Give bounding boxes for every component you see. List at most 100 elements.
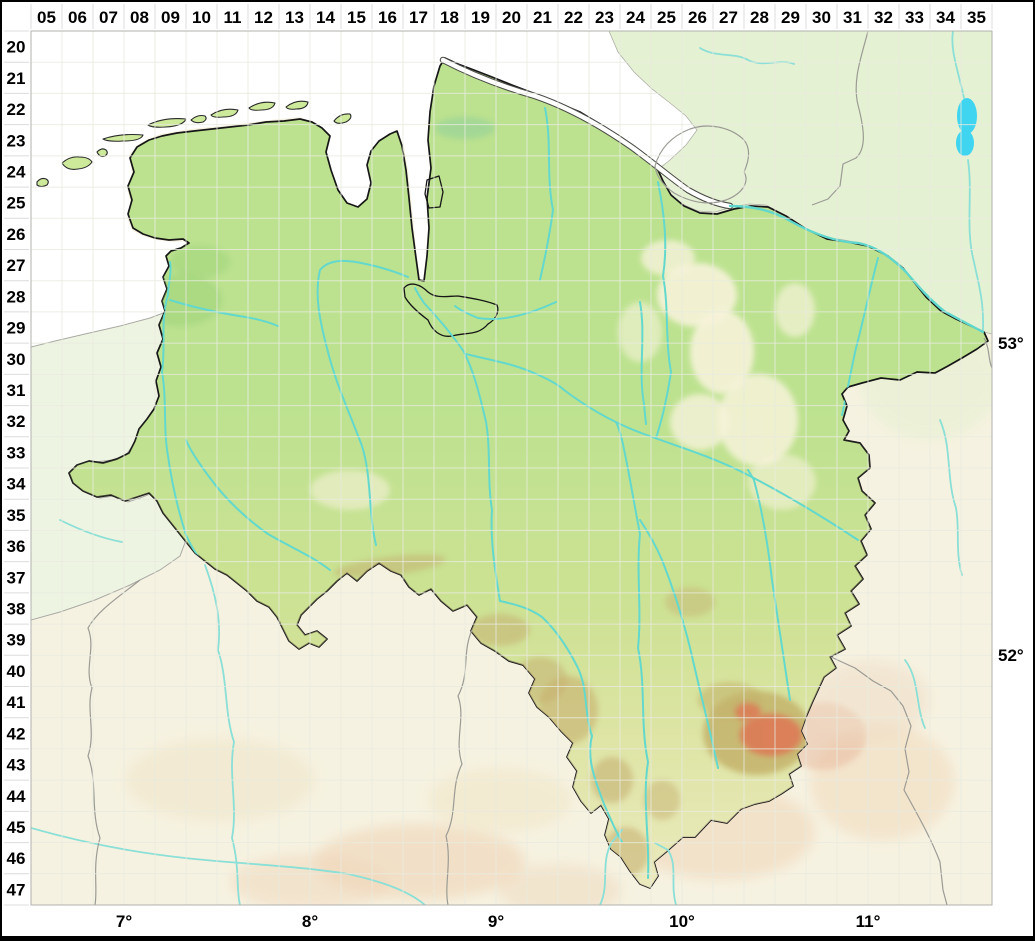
column-label: 05 xyxy=(37,8,56,27)
column-label: 23 xyxy=(595,8,614,27)
column-label: 07 xyxy=(99,8,118,27)
column-label: 25 xyxy=(657,8,676,27)
row-label: 26 xyxy=(7,225,26,244)
column-label: 06 xyxy=(68,8,87,27)
column-label: 34 xyxy=(936,8,955,27)
column-label: 22 xyxy=(564,8,583,27)
north-sea xyxy=(31,31,697,347)
mtb-grid-lines xyxy=(31,31,992,905)
column-label: 09 xyxy=(161,8,180,27)
column-label: 18 xyxy=(440,8,459,27)
longitude-label: 7° xyxy=(116,912,132,931)
map-content xyxy=(31,31,992,905)
island xyxy=(248,101,276,111)
row-label: 47 xyxy=(7,880,26,899)
longitude-label: 9° xyxy=(488,912,504,931)
row-label: 20 xyxy=(7,38,26,57)
river-aller xyxy=(465,353,859,541)
row-label: 45 xyxy=(7,818,26,837)
river-weser-south xyxy=(499,600,623,843)
column-labels: 05 06 07 08 09 10 11 12 13 14 15 16 17 18 19 20 21 22 23 24… xyxy=(37,8,986,27)
column-label: 14 xyxy=(316,8,335,27)
row-labels: 20 21 22 23 24 25 26 27 28 29 30 31 32 33 34 35 36 37 38 39… xyxy=(7,38,26,900)
margin-bottom xyxy=(2,905,1033,936)
column-label: 11 xyxy=(224,8,242,27)
column-label: 16 xyxy=(378,8,397,27)
boundary-bremerhaven xyxy=(424,175,444,209)
island xyxy=(190,114,207,124)
row-label: 41 xyxy=(7,693,26,712)
column-label: 15 xyxy=(347,8,366,27)
east-frisian-islands xyxy=(36,100,352,188)
column-label: 08 xyxy=(130,8,149,27)
river-oste xyxy=(539,107,555,281)
island xyxy=(61,156,93,170)
row-label: 44 xyxy=(7,787,26,806)
river-weser xyxy=(414,287,501,602)
row-label: 25 xyxy=(7,194,26,213)
column-label: 31 xyxy=(843,8,862,27)
boundary-nrw-hesse xyxy=(445,629,473,905)
margin-ticks xyxy=(4,4,993,906)
row-label: 42 xyxy=(7,724,26,743)
row-label: 33 xyxy=(7,443,26,462)
river-leda xyxy=(169,299,279,327)
river-leine xyxy=(615,421,650,879)
row-label: 31 xyxy=(7,381,26,400)
latitude-label: 52° xyxy=(998,646,1024,665)
row-label: 38 xyxy=(7,599,26,618)
river-hunte xyxy=(316,259,409,546)
longitude-label: 10° xyxy=(669,912,695,931)
column-label: 24 xyxy=(626,8,645,27)
latitude-labels: 53° 52° xyxy=(998,334,1024,665)
island xyxy=(285,100,309,110)
rivers-outside xyxy=(31,31,984,905)
column-label: 10 xyxy=(192,8,211,27)
longitude-label: 8° xyxy=(302,912,318,931)
river-wuemme xyxy=(454,301,557,321)
island xyxy=(210,108,239,118)
column-label: 35 xyxy=(967,8,986,27)
row-label: 34 xyxy=(7,475,26,494)
boundary-bremen xyxy=(403,283,499,337)
row-label: 27 xyxy=(7,256,26,275)
longitude-labels: 7° 8° 9° 10° 11° xyxy=(116,912,881,931)
map-frame xyxy=(30,30,993,906)
column-label: 26 xyxy=(688,8,707,27)
row-label: 30 xyxy=(7,350,26,369)
margin-top xyxy=(2,2,1033,31)
column-label: 19 xyxy=(471,8,490,27)
margin-right xyxy=(992,31,1033,905)
row-label: 29 xyxy=(7,319,26,338)
column-label: 17 xyxy=(409,8,428,27)
row-label: 24 xyxy=(7,162,26,181)
row-label: 28 xyxy=(7,287,26,306)
rivers-inside xyxy=(160,107,879,879)
column-label: 33 xyxy=(905,8,924,27)
island xyxy=(102,133,144,142)
river-oker xyxy=(747,469,791,701)
row-label: 46 xyxy=(7,849,26,868)
row-label: 39 xyxy=(7,631,26,650)
column-label: 12 xyxy=(254,8,273,27)
boundary-thuringia xyxy=(830,656,948,905)
column-label: 30 xyxy=(812,8,831,27)
row-label: 22 xyxy=(7,100,26,119)
row-label: 23 xyxy=(7,131,26,150)
river-oertze xyxy=(639,301,647,425)
column-label: 29 xyxy=(781,8,800,27)
boundary-sh-mecklenburg xyxy=(811,31,869,206)
column-label: 32 xyxy=(874,8,893,27)
latitude-label: 53° xyxy=(998,334,1024,353)
island xyxy=(36,177,49,188)
row-label: 36 xyxy=(7,537,26,556)
column-label: 27 xyxy=(719,8,738,27)
row-label: 40 xyxy=(7,662,26,681)
row-label: 21 xyxy=(7,69,26,88)
longitude-label: 11° xyxy=(856,912,881,931)
row-label: 32 xyxy=(7,412,26,431)
column-label: 28 xyxy=(750,8,769,27)
row-label: 37 xyxy=(7,568,26,587)
